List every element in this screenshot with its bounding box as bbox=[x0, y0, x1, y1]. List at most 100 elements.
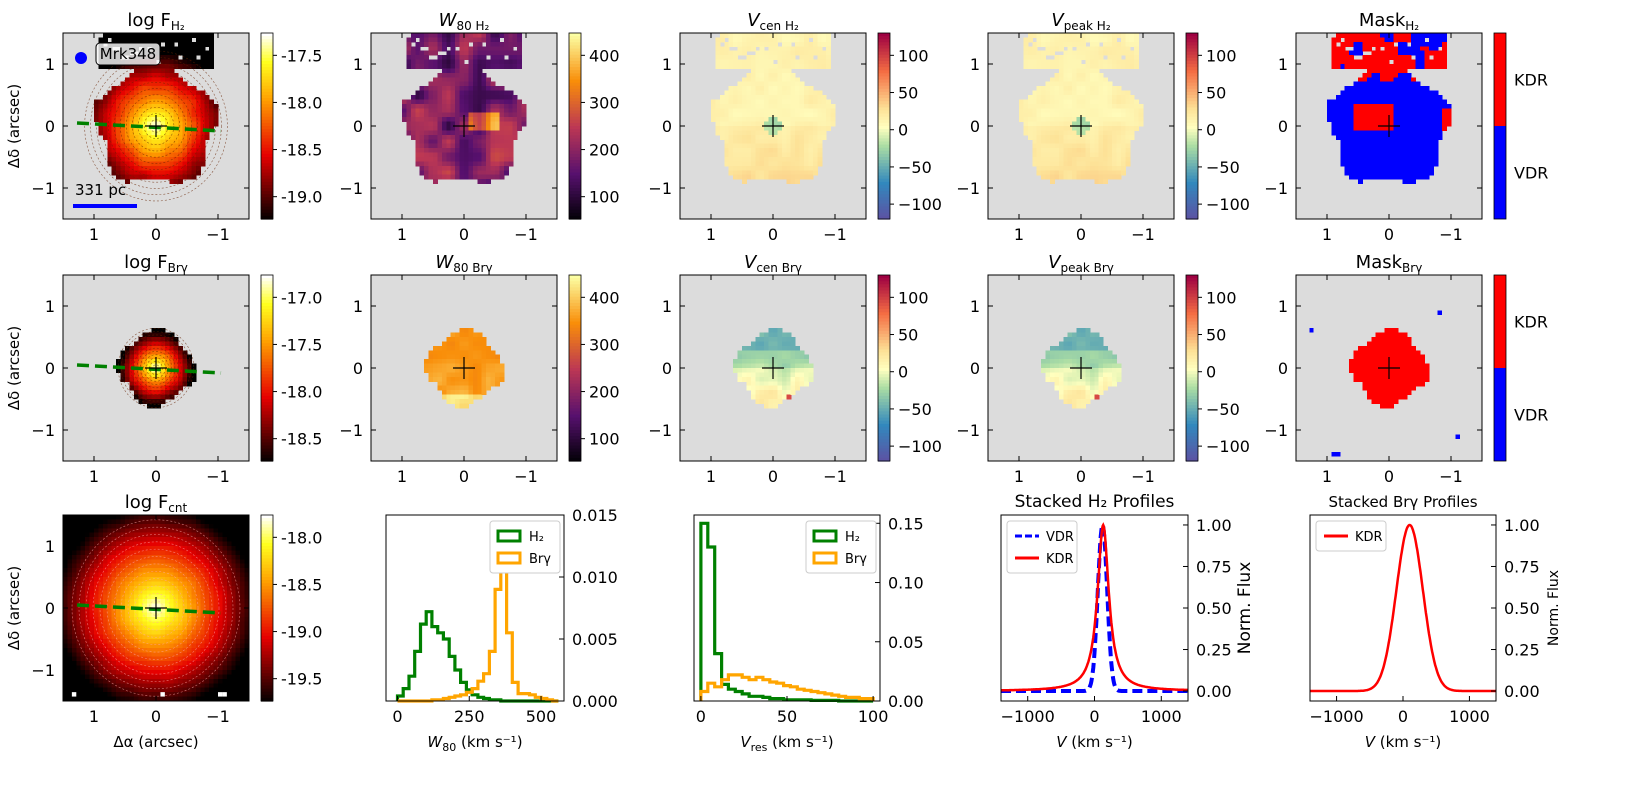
colorbar-segment bbox=[569, 371, 581, 375]
colorbar-segment bbox=[878, 67, 890, 71]
colorbar-segment bbox=[569, 299, 581, 304]
colorbar-tick-label: 0 bbox=[898, 121, 908, 140]
colorbar-segment bbox=[569, 39, 581, 43]
colorbar-segment bbox=[261, 67, 273, 71]
legend-label: VDR bbox=[1046, 530, 1074, 545]
colorbar-segment bbox=[878, 175, 890, 180]
y-tick-label: −1 bbox=[1264, 421, 1288, 440]
brg_vpeak-panel: 1 0 −1 1 0 −1 Vpeak Brγ 100 50 0 −50 −100 bbox=[956, 252, 1250, 486]
colorbar-tick-label: 300 bbox=[589, 93, 620, 112]
colorbar-segment bbox=[1186, 439, 1198, 443]
colorbar-segment bbox=[261, 586, 273, 590]
panel-title: MaskH₂ bbox=[1359, 10, 1419, 33]
colorbar-segment bbox=[261, 448, 273, 453]
colorbar-segment bbox=[878, 368, 890, 372]
colorbar-segment bbox=[878, 361, 890, 366]
colorbar-segment bbox=[878, 144, 890, 149]
y-tick-label: 0 bbox=[1278, 117, 1288, 136]
y-tick-label: 1.00 bbox=[1196, 516, 1232, 535]
xlabel-main: V bbox=[1365, 733, 1377, 751]
contour-line bbox=[106, 556, 206, 660]
colorbar-segment bbox=[569, 172, 581, 177]
colorbar-segment bbox=[1186, 358, 1198, 363]
colorbar-kdr bbox=[1494, 33, 1506, 126]
colorbar-segment bbox=[261, 343, 273, 347]
colorbar-segment bbox=[569, 377, 581, 381]
y-tick-label: −1 bbox=[648, 179, 672, 198]
colorbar: 100 50 0 −50 −100 bbox=[877, 32, 942, 220]
colorbar-segment bbox=[878, 147, 890, 152]
colorbar-segment bbox=[1186, 405, 1198, 409]
colorbar-segment bbox=[1186, 299, 1198, 304]
colorbar-segment bbox=[261, 564, 273, 569]
x-tick-label: 250 bbox=[454, 707, 485, 726]
colorbar-segment bbox=[1186, 330, 1198, 335]
colorbar-segment bbox=[878, 346, 890, 350]
colorbar-segment bbox=[1186, 101, 1198, 105]
plot-frame bbox=[385, 514, 565, 702]
colorbar-segment bbox=[261, 642, 273, 646]
colorbar-segment bbox=[569, 157, 581, 161]
edge-pixel bbox=[218, 692, 223, 697]
colorbar-segment bbox=[1186, 51, 1198, 56]
colorbar-segment bbox=[261, 73, 273, 77]
colorbar-segment bbox=[261, 153, 273, 158]
colorbar-segment bbox=[569, 364, 581, 369]
y-tick-label: −1 bbox=[31, 179, 55, 198]
colorbar-segment bbox=[569, 212, 581, 217]
colorbar-segment bbox=[261, 374, 273, 378]
colorbar-segment bbox=[261, 48, 273, 53]
x-tick-label: 0 bbox=[151, 225, 161, 244]
colorbar-segment bbox=[261, 617, 273, 621]
colorbar-segment bbox=[569, 60, 581, 65]
x-tick-label: −1000 bbox=[1310, 707, 1364, 726]
colorbar-tick-label: 50 bbox=[898, 326, 918, 345]
panel-title: W80 H₂ bbox=[439, 10, 490, 33]
mask-pixel bbox=[1309, 328, 1314, 333]
h2_vpeak-panel: 1 0 −1 1 0 −1 Vpeak H₂ 100 50 0 −50 −100 bbox=[956, 10, 1250, 244]
y-tick-label: 0 bbox=[970, 359, 980, 378]
mask-pixel bbox=[1335, 452, 1341, 457]
x-tick-label: 0 bbox=[151, 707, 161, 726]
colorbar-segment bbox=[1186, 315, 1198, 319]
colorbar-segment bbox=[878, 101, 890, 105]
colorbar-segment bbox=[1186, 85, 1198, 90]
colorbar-segment bbox=[878, 355, 890, 360]
brg_mask-panel: 1 0 −1 1 0 −1 MaskBrγ KDR VDR bbox=[1264, 252, 1548, 486]
legend-label: Brγ bbox=[845, 552, 867, 567]
colorbar-tick-label: −100 bbox=[1206, 195, 1250, 214]
colorbar-segment bbox=[261, 377, 273, 381]
colorbar-segment bbox=[569, 309, 581, 313]
colorbar-segment bbox=[878, 157, 890, 161]
colorbar-segment bbox=[569, 33, 581, 37]
colorbar-segment bbox=[261, 454, 273, 459]
xlabel-unit: (km s⁻¹) bbox=[767, 733, 833, 751]
colorbar-segment bbox=[261, 657, 273, 662]
y-tick-label: 0.05 bbox=[888, 633, 924, 652]
colorbar-segment bbox=[569, 405, 581, 409]
colorbar-segment bbox=[569, 64, 581, 68]
colorbar-segment bbox=[878, 423, 890, 428]
colorbar-segment bbox=[1186, 147, 1198, 152]
y-tick-label: 0 bbox=[45, 599, 55, 618]
y-tick-label: 1 bbox=[45, 297, 55, 316]
colorbar-segment bbox=[1186, 430, 1198, 434]
colorbar-segment bbox=[261, 287, 273, 292]
colorbar-tick-label: -19.5 bbox=[281, 670, 322, 689]
colorbar-segment bbox=[1186, 60, 1198, 65]
colorbar-segment bbox=[1186, 175, 1198, 180]
colorbar-segment bbox=[261, 694, 273, 699]
colorbar-segment bbox=[878, 451, 890, 456]
colorbar-segment bbox=[878, 309, 890, 313]
y-tick-label: 1 bbox=[662, 297, 672, 316]
colorbar-segment bbox=[261, 209, 273, 214]
colorbar-segment bbox=[261, 685, 273, 690]
x-tick-label: 0 bbox=[459, 467, 469, 486]
colorbar-tick-label: -18.5 bbox=[281, 575, 322, 594]
edge-pixel bbox=[160, 692, 165, 697]
colorbar-segment bbox=[261, 309, 273, 313]
colorbar-segment bbox=[569, 73, 581, 77]
colorbar-segment bbox=[261, 181, 273, 186]
colorbar-tick-label: 300 bbox=[589, 335, 620, 354]
colorbar-segment bbox=[261, 648, 273, 652]
